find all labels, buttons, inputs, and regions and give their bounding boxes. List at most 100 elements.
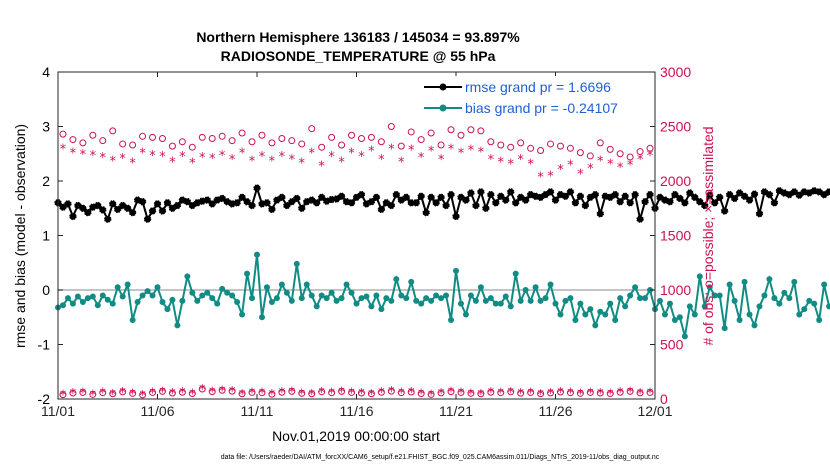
rmse-point: [243, 198, 251, 206]
bias-point: [114, 284, 121, 291]
x-tick-label: 11/26: [539, 403, 573, 419]
obs-assimilated-marker: *: [159, 150, 166, 165]
obs-assimilated-marker: *: [269, 154, 276, 169]
obs-assimilated-marker: *: [358, 387, 365, 402]
obs-possible-marker: [547, 140, 555, 148]
obs-assimilated-marker: *: [607, 158, 614, 173]
obs-assimilated-marker: *: [358, 150, 365, 165]
obs-assimilated-marker: *: [219, 384, 226, 399]
x-tick-label: 11/21: [439, 403, 473, 419]
bias-point: [507, 303, 514, 310]
bias-point: [776, 300, 783, 307]
bias-point: [726, 281, 733, 288]
rmse-point: [462, 196, 470, 204]
rmse-point: [521, 196, 530, 204]
obs-assimilated-marker: *: [269, 388, 276, 403]
rmse-point: [69, 212, 77, 221]
bias-point: [418, 300, 425, 307]
rmse-point: [392, 190, 400, 199]
obs-possible-marker: [427, 129, 435, 137]
rmse-point: [298, 204, 306, 212]
rmse-point: [512, 199, 520, 207]
rmse-point: [636, 215, 644, 223]
rmse-point: [750, 190, 759, 198]
obs-assimilated-marker: *: [129, 387, 136, 402]
obs-assimilated-marker: *: [338, 155, 345, 170]
rmse-point: [283, 201, 291, 210]
bias-point: [821, 281, 828, 288]
obs-assimilated-marker: *: [239, 388, 246, 403]
bias-point: [642, 295, 649, 302]
bias-point: [731, 297, 738, 304]
obs-assimilated-marker: *: [149, 149, 156, 164]
obs-possible-marker: [248, 388, 256, 396]
obs-assimilated-marker: *: [547, 387, 554, 402]
rmse-point: [696, 198, 704, 206]
bias-point: [363, 293, 370, 300]
bias-point: [328, 289, 335, 296]
rmse-point: [173, 201, 182, 210]
bias-point: [408, 278, 415, 285]
bias-point: [557, 311, 564, 318]
bias-point: [288, 297, 295, 304]
obs-possible-marker: [586, 388, 594, 396]
x-tick-label: 11/06: [141, 403, 175, 419]
bias-point: [676, 314, 683, 321]
obs-assimilated-marker: *: [169, 155, 176, 170]
rmse-point: [437, 193, 445, 202]
obs-possible-marker: [208, 134, 216, 142]
bias-point: [378, 306, 385, 313]
obs-assimilated-marker: *: [537, 388, 544, 403]
bias-point: [761, 292, 768, 299]
rmse-point: [507, 188, 515, 196]
obs-possible-marker: [367, 133, 375, 141]
obs-assimilated-marker: *: [189, 156, 196, 171]
rmse-point: [238, 193, 246, 202]
bias-point: [234, 298, 241, 305]
obs-assimilated-marker: *: [229, 153, 236, 168]
rmse-point: [367, 198, 376, 206]
bias-point: [273, 295, 280, 302]
bias-point: [423, 295, 430, 302]
obs-assimilated-marker: *: [338, 385, 345, 400]
obs-assimilated-marker: *: [70, 387, 77, 402]
obs-assimilated-marker: *: [517, 387, 524, 402]
obs-possible-marker: [69, 136, 77, 144]
obs-assimilated-marker: *: [498, 387, 505, 402]
obs-assimilated-marker: *: [149, 386, 156, 401]
bias-point: [582, 311, 589, 318]
obs-possible-marker: [596, 139, 604, 147]
obs-possible-marker: [387, 387, 395, 395]
plot-frame: [57, 71, 656, 400]
bias-point: [348, 289, 355, 296]
obs-assimilated-marker: *: [199, 151, 206, 166]
obs-possible-marker: [168, 142, 176, 150]
obs-possible-marker: [427, 390, 435, 398]
obs-possible-marker: [616, 388, 624, 396]
obs-possible-marker: [318, 143, 326, 151]
rmse-point: [114, 205, 122, 214]
bias-point: [353, 300, 360, 307]
rmse-point: [99, 206, 107, 214]
x-tick-label: 11/11: [241, 403, 274, 419]
rmse-point: [163, 199, 172, 207]
obs-possible-marker: [576, 389, 584, 397]
bias-point: [124, 281, 131, 288]
obs-assimilated-marker: *: [179, 150, 186, 165]
obs-assimilated-marker: *: [100, 151, 107, 166]
rmse-point: [293, 194, 301, 203]
obs-possible-marker: [129, 141, 137, 149]
bias-point: [154, 284, 161, 291]
rmse-point: [79, 204, 87, 212]
bias-point: [532, 284, 539, 291]
rmse-point: [745, 196, 754, 204]
obs-possible-marker: [158, 387, 166, 395]
obs-assimilated-marker: *: [448, 386, 455, 401]
rmse-point: [467, 189, 475, 197]
obs-possible-marker: [328, 389, 336, 397]
rmse-point: [347, 199, 356, 207]
bias-point: [214, 300, 221, 307]
obs-assimilated-marker: *: [617, 386, 624, 401]
obs-possible-marker: [626, 387, 634, 395]
rmse-point: [452, 212, 460, 221]
